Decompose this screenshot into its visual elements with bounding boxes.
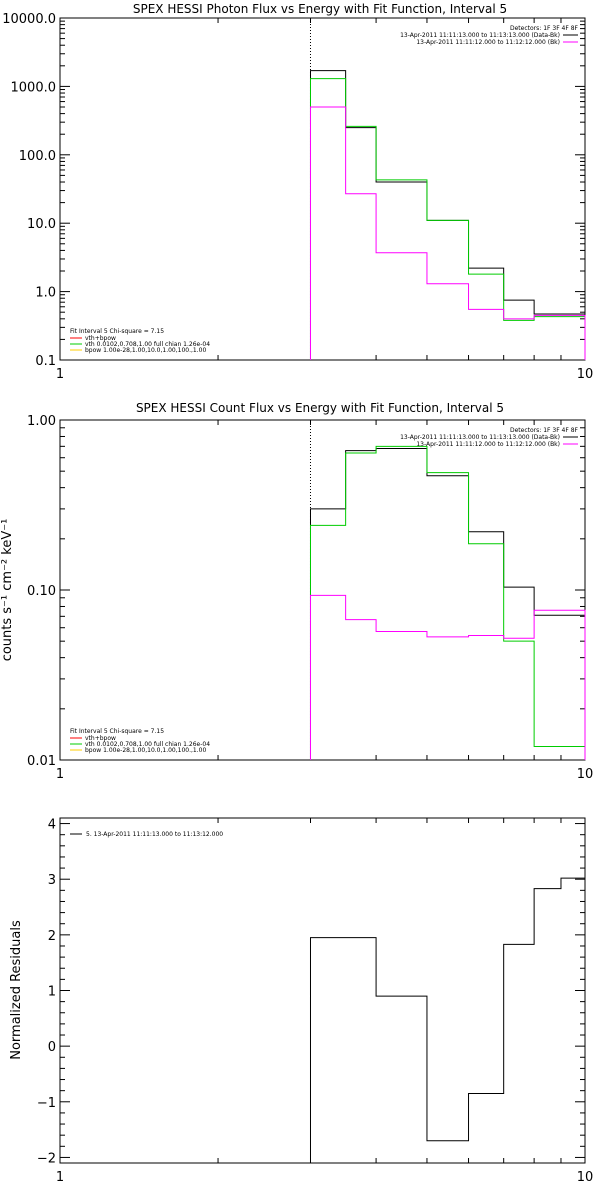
photon-flux-legend-vth-label: vth 0.0102,0.708,1.00 full chian 1.26e-0… bbox=[85, 341, 210, 348]
x-tick-label: 10 bbox=[577, 1170, 594, 1185]
photon-flux-detectors-label: Detectors: 1F 3F 4F 8F bbox=[510, 25, 579, 32]
y-tick-label: 1.0 bbox=[35, 286, 56, 301]
count-flux-legend-vth-bpow-label: vth+bpow bbox=[85, 735, 116, 742]
photon-flux-legend-bpow-label: bpow 1.00e-28,1.00,10.0,1.00,100.,1.00 bbox=[85, 347, 206, 354]
y-tick-label: 100.0 bbox=[19, 149, 56, 164]
series-bk-step-line bbox=[309, 594, 586, 760]
x-tick-label: 1 bbox=[56, 1170, 64, 1185]
y-tick-label: 1.00 bbox=[27, 414, 56, 429]
photon-flux-plot-frame bbox=[59, 17, 586, 361]
x-tick-label: 1 bbox=[56, 367, 64, 382]
y-tick-label: 4 bbox=[48, 818, 56, 833]
y-tick-label: 2 bbox=[48, 929, 56, 944]
photon-flux-legend-bk-label: 13-Apr-2011 11:11:12.000 to 11:12:12.000… bbox=[416, 39, 560, 46]
x-tick-label: 10 bbox=[577, 767, 594, 782]
photon-flux-title: SPEX HESSI Photon Flux vs Energy with Fi… bbox=[133, 2, 507, 16]
series-total-step-line bbox=[309, 445, 586, 760]
residuals-y-axis-label: Normalized Residuals bbox=[9, 920, 24, 1060]
photon-flux-grid-marks: 0.1 1.0 10.0 100.0 1000.0 10000.0 1 10 bbox=[2, 12, 593, 382]
y-tick-label: 3 bbox=[48, 873, 56, 888]
photon-flux-fit-interval-label: Fit Interval 5 Chi-square = 7.15 bbox=[70, 328, 164, 335]
y-tick-label: 0.10 bbox=[27, 584, 56, 599]
y-tick-label: 0.1 bbox=[35, 354, 56, 369]
count-flux-legend-bk-label: 13-Apr-2011 11:11:12.000 to 11:12:12.000… bbox=[416, 441, 560, 448]
residuals-grid-marks: −2 −1 0 1 2 3 4 1 10 bbox=[37, 818, 593, 1185]
y-tick-label: 10000.0 bbox=[2, 12, 56, 27]
count-flux-series bbox=[309, 420, 586, 760]
residuals-series bbox=[309, 877, 586, 1163]
photon-flux-legend-bottom-left: Fit Interval 5 Chi-square = 7.15 vth+bpo… bbox=[70, 328, 210, 354]
x-tick-label: 1 bbox=[56, 767, 64, 782]
count-flux-y-axis-label: counts s⁻¹ cm⁻² keV⁻¹ bbox=[0, 519, 15, 662]
count-flux-plot-frame bbox=[59, 419, 586, 761]
photon-flux-legend-vth-bpow-label: vth+bpow bbox=[85, 335, 116, 342]
residuals-plot-frame bbox=[59, 817, 586, 1164]
series-data-step-line bbox=[309, 447, 586, 760]
photon-flux-legend-data-label: 13-Apr-2011 11:11:13.000 to 11:13:13.000… bbox=[400, 32, 560, 39]
y-tick-label: −1 bbox=[37, 1096, 56, 1111]
y-tick-label: 1000.0 bbox=[11, 80, 57, 95]
residuals-legend-label: 5. 13-Apr-2011 11:11:13.000 to 11:13:12.… bbox=[86, 831, 223, 838]
count-flux-title: SPEX HESSI Count Flux vs Energy with Fit… bbox=[136, 401, 504, 415]
y-tick-label: 0 bbox=[48, 1040, 56, 1055]
count-flux-detectors-label: Detectors: 1F 3F 4F 8F bbox=[510, 427, 579, 434]
y-tick-label: 10.0 bbox=[27, 217, 56, 232]
count-flux-legend-vth-label: vth 0.0102,0.708,1.00 full chian 1.26e-0… bbox=[85, 741, 210, 748]
series-bk-step-line bbox=[309, 106, 586, 360]
count-flux-fit-interval-label: Fit Interval 5 Chi-square = 7.15 bbox=[70, 728, 164, 735]
count-flux-legend-bottom-left: Fit Interval 5 Chi-square = 7.15 vth+bpo… bbox=[70, 728, 210, 754]
count-flux-legend-bpow-label: bpow 1.00e-28,1.00,10.0,1.00,100.,1.00 bbox=[85, 747, 206, 754]
residuals-panel: Normalized Residuals −2 −1 0 1 2 3 4 1 10 5. 13-… bbox=[9, 817, 593, 1185]
y-tick-label: −2 bbox=[37, 1151, 56, 1166]
count-flux-legend-top-right: Detectors: 1F 3F 4F 8F 13-Apr-2011 11:11… bbox=[400, 427, 578, 448]
series-total-step-line bbox=[309, 78, 586, 360]
photon-flux-series bbox=[309, 18, 586, 360]
x-tick-label: 10 bbox=[577, 367, 594, 382]
count-flux-grid-marks: 0.01 0.10 1.00 1 10 bbox=[27, 414, 593, 782]
series-data-step-line bbox=[309, 877, 586, 1163]
y-tick-label: 1 bbox=[48, 985, 56, 1000]
photon-flux-legend-top-right: Detectors: 1F 3F 4F 8F 13-Apr-2011 11:11… bbox=[400, 25, 578, 46]
y-tick-label: 0.01 bbox=[27, 754, 56, 769]
photon-flux-panel: SPEX HESSI Photon Flux vs Energy with Fi… bbox=[2, 2, 593, 382]
count-flux-panel: SPEX HESSI Count Flux vs Energy with Fit… bbox=[0, 401, 593, 782]
residuals-legend: 5. 13-Apr-2011 11:11:13.000 to 11:13:12.… bbox=[70, 831, 223, 838]
count-flux-legend-data-label: 13-Apr-2011 11:11:13.000 to 11:13:13.000… bbox=[400, 434, 560, 441]
